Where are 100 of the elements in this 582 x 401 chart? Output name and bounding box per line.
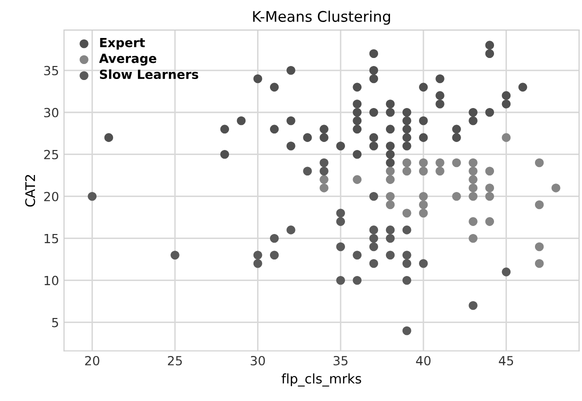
point <box>485 40 494 50</box>
point <box>402 276 412 285</box>
point <box>336 217 345 226</box>
point <box>419 133 428 142</box>
point <box>485 49 494 58</box>
point <box>502 91 511 100</box>
point <box>534 242 544 252</box>
point <box>320 175 328 184</box>
point <box>402 226 412 234</box>
x-tick-label: 30 <box>250 356 265 366</box>
y-tick-label: 25 <box>44 150 58 160</box>
point <box>452 124 461 134</box>
point <box>303 133 312 142</box>
point <box>104 133 114 142</box>
y-axis-title: CAT2 <box>25 174 36 207</box>
legend-label: Slow Learners <box>100 69 198 80</box>
point <box>352 116 362 126</box>
point <box>369 234 378 243</box>
point <box>402 158 412 168</box>
point <box>320 184 328 192</box>
x-tick-label: 45 <box>498 356 514 366</box>
point <box>369 192 378 201</box>
point <box>352 82 362 92</box>
point <box>386 175 395 184</box>
point <box>419 82 428 92</box>
point <box>419 259 428 268</box>
y-tick-label: 5 <box>52 318 58 328</box>
point <box>534 200 544 210</box>
point <box>286 66 296 75</box>
point <box>402 108 412 117</box>
point <box>485 217 494 226</box>
x-tick-label: 35 <box>334 356 348 366</box>
point <box>452 192 461 201</box>
point <box>220 124 230 134</box>
point <box>436 158 444 168</box>
point <box>452 158 461 168</box>
point <box>468 217 478 226</box>
x-tick-label: 25 <box>168 356 182 366</box>
point <box>386 108 395 117</box>
point <box>352 150 362 159</box>
point <box>502 268 511 276</box>
point <box>270 82 279 92</box>
point <box>352 175 362 184</box>
legend-label: Expert <box>100 38 145 50</box>
point <box>402 326 412 336</box>
point <box>369 259 378 268</box>
point <box>386 158 395 168</box>
point <box>402 116 412 126</box>
point <box>468 166 478 176</box>
point <box>402 259 412 268</box>
point <box>352 124 362 134</box>
point <box>419 200 428 210</box>
point <box>468 108 478 117</box>
point <box>320 166 328 176</box>
x-axis-title: flp_cls_mrks <box>282 373 362 387</box>
point <box>336 242 345 252</box>
point <box>468 192 478 201</box>
point <box>336 142 345 150</box>
point <box>270 124 279 134</box>
point <box>253 250 262 260</box>
y-tick-label: 10 <box>44 276 58 286</box>
point <box>220 150 230 159</box>
point <box>369 133 378 142</box>
point <box>386 234 395 243</box>
point <box>386 200 395 210</box>
point <box>419 208 428 218</box>
point <box>170 250 180 260</box>
point <box>303 166 312 176</box>
point <box>286 142 296 150</box>
point <box>320 124 328 134</box>
point <box>402 124 412 134</box>
legend-label: Average <box>99 54 156 66</box>
point <box>452 133 461 142</box>
point <box>502 100 511 108</box>
chart-title: K-Means Clustering <box>253 10 390 25</box>
point <box>552 184 560 192</box>
point <box>386 166 395 176</box>
point <box>485 108 494 117</box>
point <box>320 158 328 168</box>
y-tick-label: 20 <box>44 192 58 202</box>
point <box>468 234 478 243</box>
point <box>419 166 428 176</box>
point <box>534 259 544 268</box>
point <box>485 184 494 192</box>
point <box>286 116 296 126</box>
point <box>485 192 494 201</box>
point <box>386 192 395 201</box>
point <box>419 116 428 126</box>
point <box>88 192 97 201</box>
point <box>336 276 345 285</box>
point <box>386 150 395 159</box>
point <box>386 124 395 134</box>
point <box>402 166 412 176</box>
point <box>369 226 378 234</box>
point <box>336 208 345 218</box>
point <box>369 49 378 58</box>
point <box>320 133 328 142</box>
point <box>436 74 444 84</box>
point <box>369 142 378 150</box>
point <box>369 108 378 117</box>
